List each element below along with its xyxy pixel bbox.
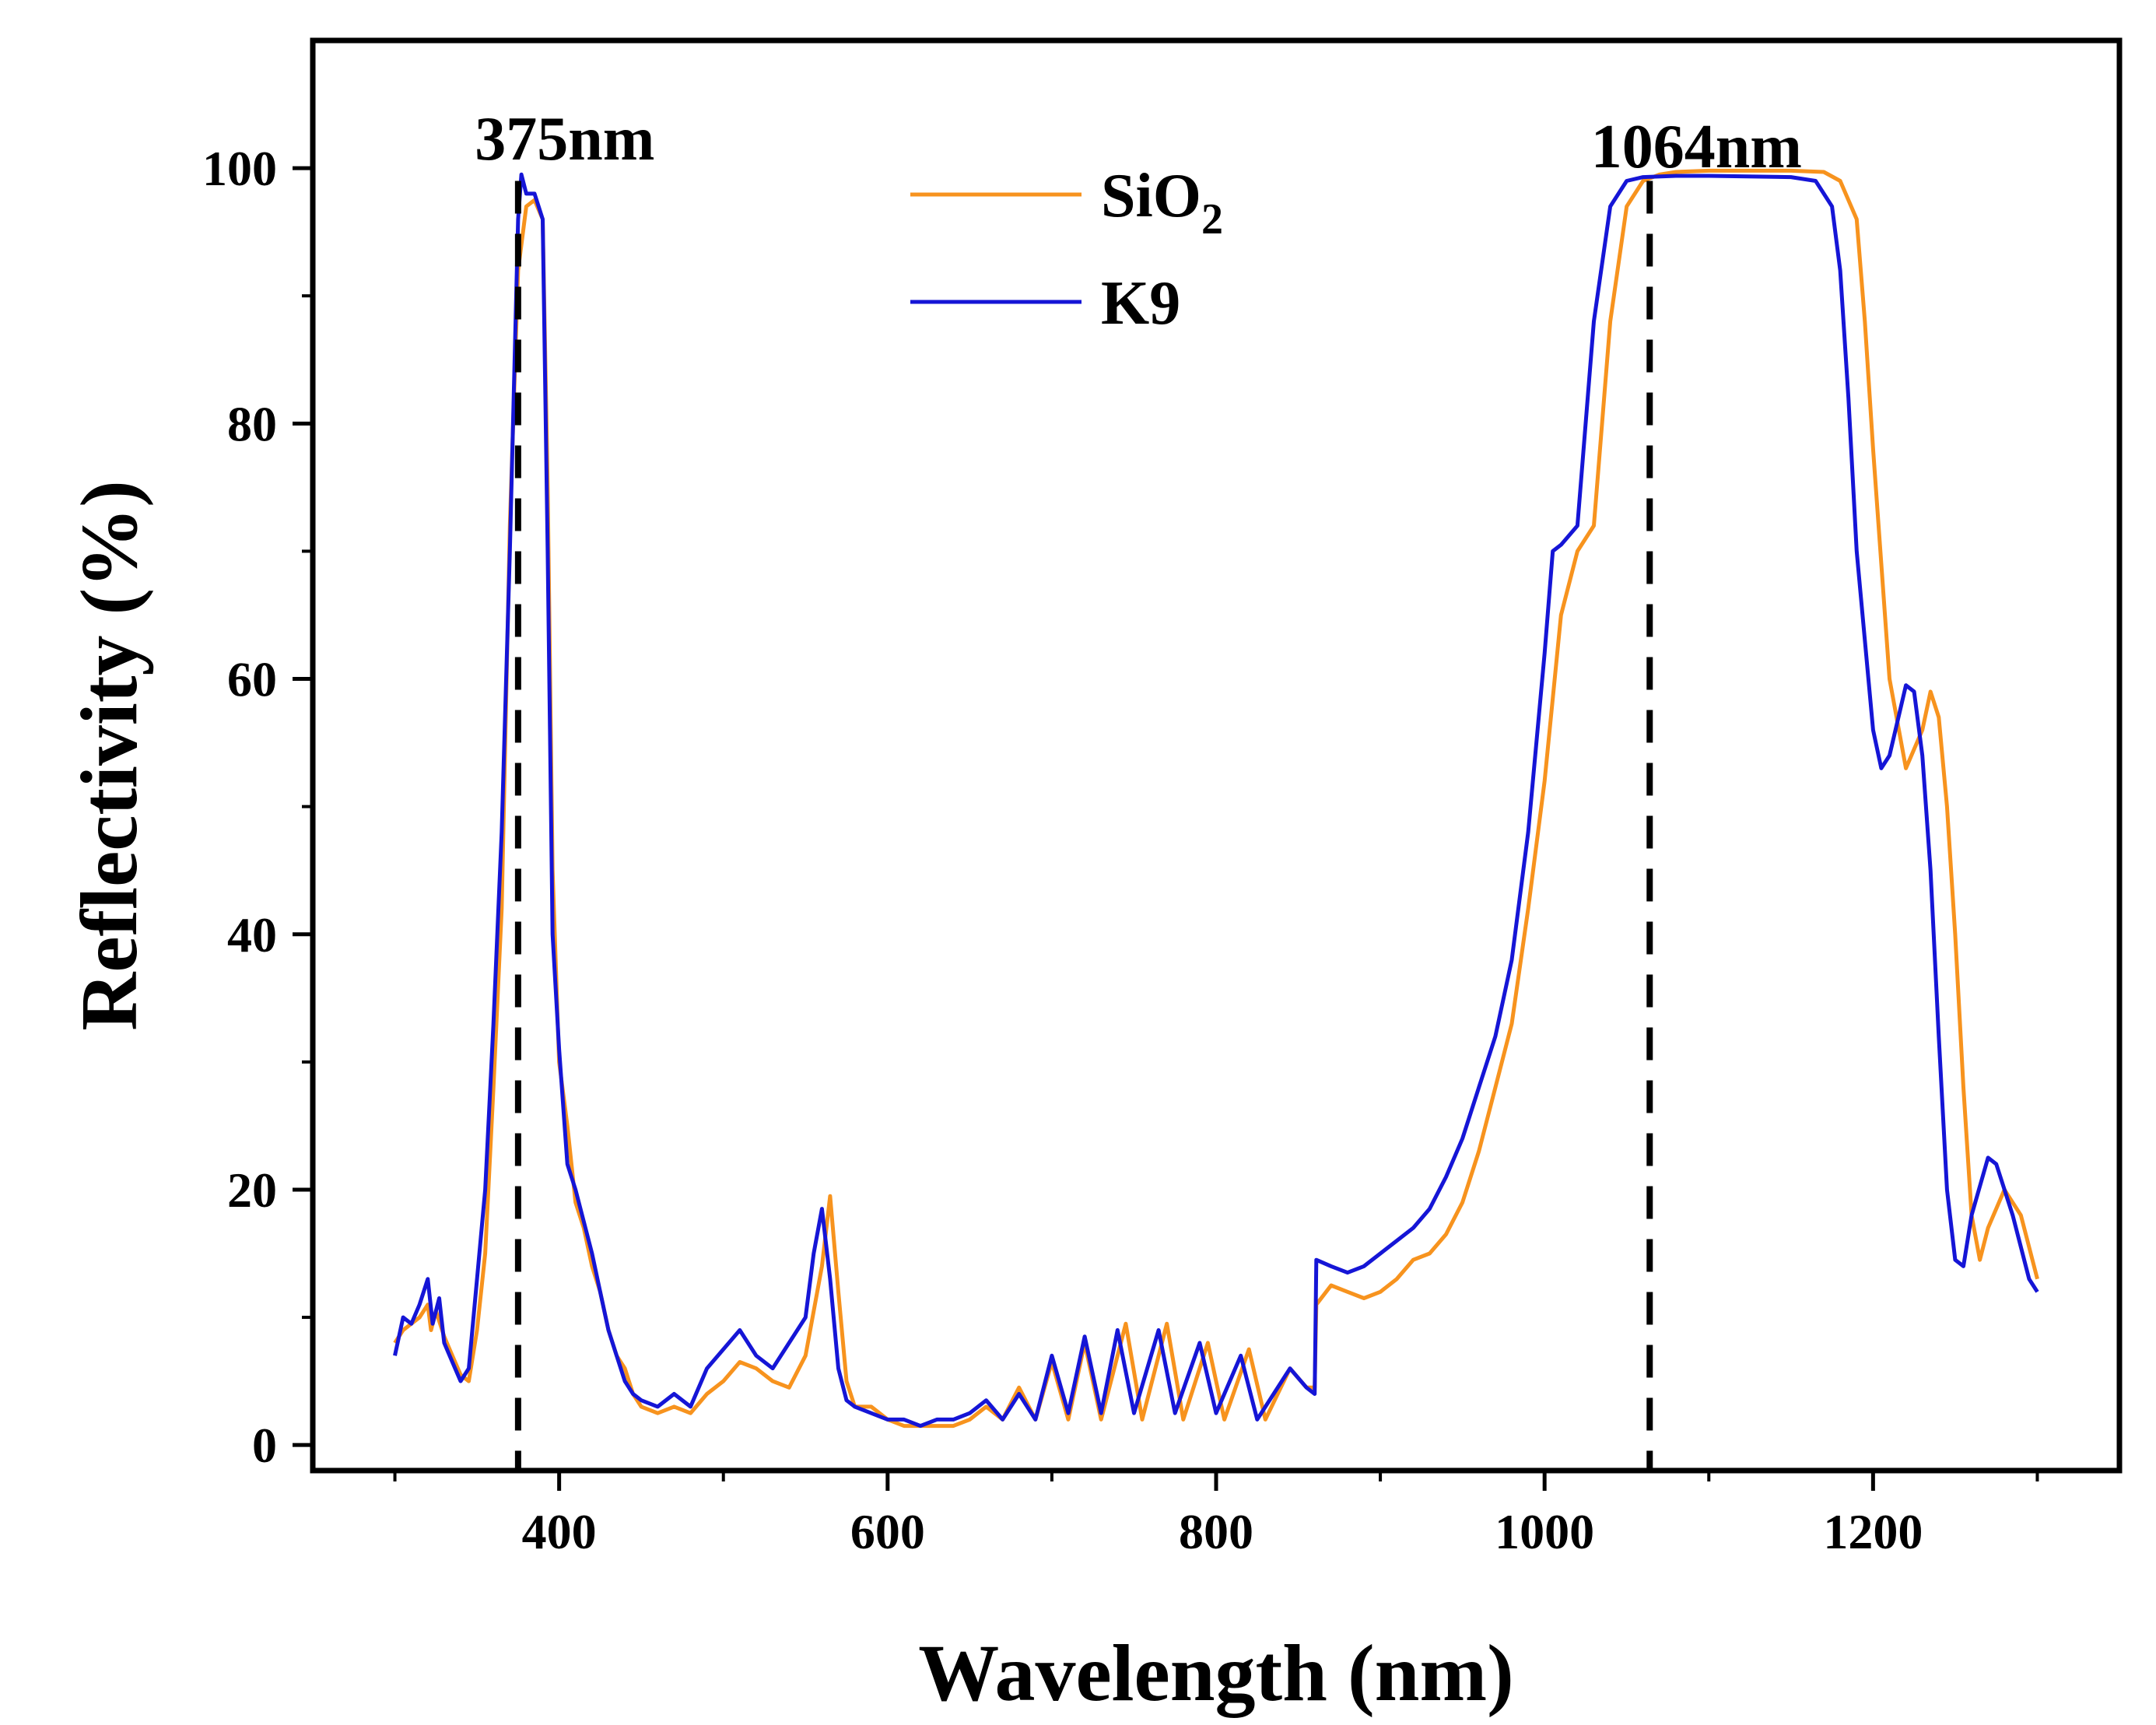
- x-tick-label: 400: [522, 1504, 597, 1559]
- x-tick-label: 800: [1179, 1504, 1253, 1559]
- plot-frame: [310, 37, 2123, 1474]
- legend-label-main: K9: [1101, 269, 1180, 338]
- annotation-label-1064nm: 1064nm: [1591, 113, 1802, 181]
- legend: SiO2 K9: [910, 162, 1223, 338]
- x-axis-title: Wavelength (nm): [918, 1629, 1514, 1718]
- series-line-k9: [393, 172, 2039, 1429]
- y-tick-label: 0: [252, 1418, 277, 1473]
- y-tick-label: 20: [227, 1162, 277, 1218]
- annotations: 375nm 1064nm: [475, 105, 1802, 1471]
- axis-ticks: 400 600 800 1000 1200 0 20 40 60 80 100: [202, 141, 2039, 1559]
- y-tick-label: 40: [227, 907, 277, 962]
- x-tick-label: 600: [850, 1504, 925, 1559]
- series-group: [393, 168, 2039, 1429]
- legend-label-k9: K9: [1101, 269, 1180, 338]
- y-tick-label: 60: [227, 652, 277, 707]
- y-axis-title: Reflectivity (%): [65, 480, 154, 1030]
- legend-label-sio2: SiO2: [1101, 162, 1223, 244]
- plot-area: [310, 37, 2123, 1474]
- y-tick-label: 80: [227, 396, 277, 451]
- series-line-sio2: [393, 168, 2039, 1429]
- legend-label-subscript: 2: [1201, 195, 1223, 244]
- x-tick-label: 1000: [1495, 1504, 1594, 1559]
- annotation-label-375nm: 375nm: [475, 105, 654, 174]
- legend-label-main: SiO: [1101, 162, 1201, 230]
- y-tick-label: 100: [202, 141, 277, 196]
- x-tick-label: 1200: [1823, 1504, 1923, 1559]
